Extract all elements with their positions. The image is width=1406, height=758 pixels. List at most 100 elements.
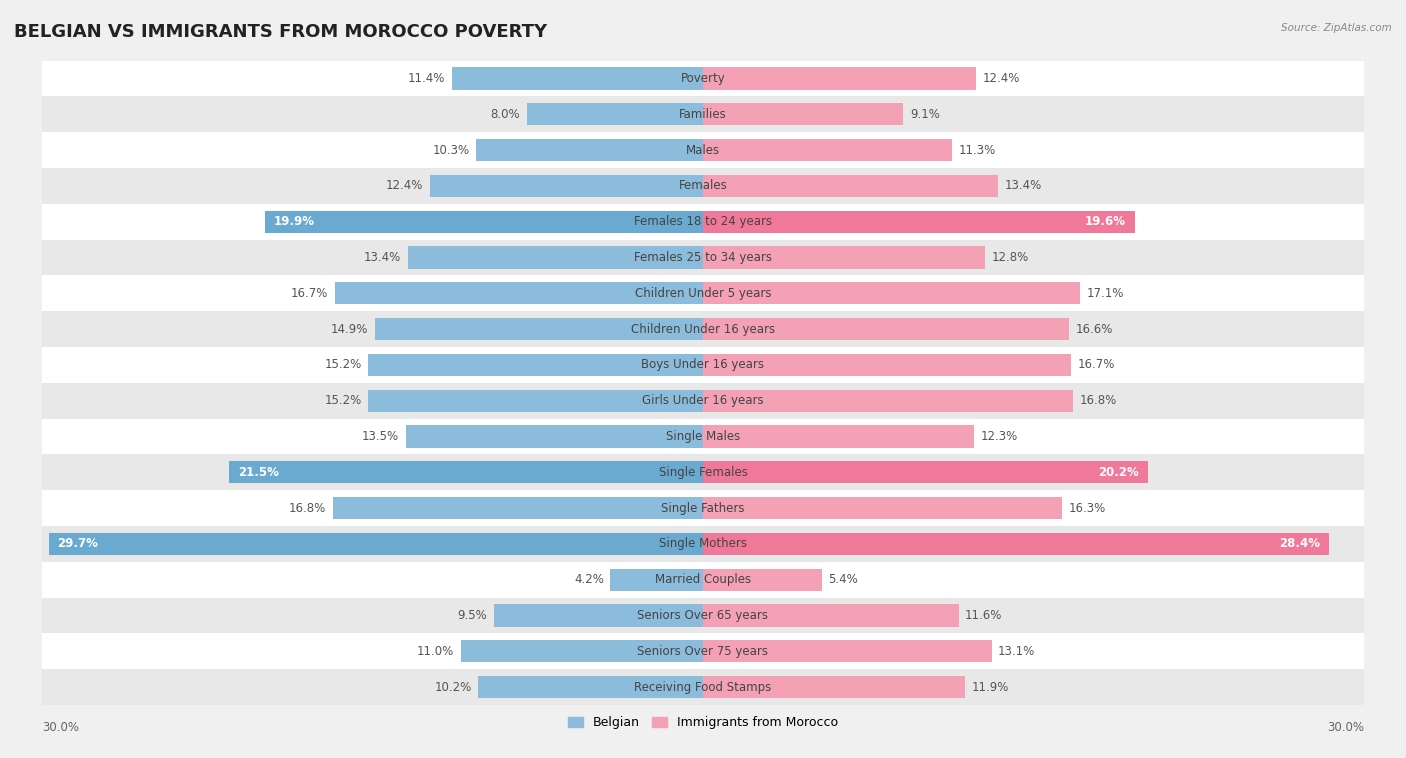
Text: 16.7%: 16.7%: [1077, 359, 1115, 371]
Text: Single Mothers: Single Mothers: [659, 537, 747, 550]
Bar: [42, 275, 1364, 312]
Text: 16.7%: 16.7%: [291, 287, 329, 300]
Text: Source: ZipAtlas.com: Source: ZipAtlas.com: [1281, 23, 1392, 33]
Text: 12.3%: 12.3%: [980, 430, 1018, 443]
Text: 11.9%: 11.9%: [972, 681, 1010, 694]
Text: 16.6%: 16.6%: [1076, 323, 1112, 336]
Text: 11.6%: 11.6%: [965, 609, 1002, 622]
Text: Families: Families: [679, 108, 727, 121]
Text: 17.1%: 17.1%: [1087, 287, 1123, 300]
Bar: [703, 568, 823, 590]
Text: 4.2%: 4.2%: [574, 573, 603, 586]
Bar: [703, 533, 1329, 555]
Bar: [408, 246, 703, 268]
Text: 8.0%: 8.0%: [491, 108, 520, 121]
Text: 13.1%: 13.1%: [998, 645, 1035, 658]
Bar: [229, 461, 703, 484]
Bar: [42, 454, 1364, 490]
Bar: [42, 526, 1364, 562]
Text: 29.7%: 29.7%: [58, 537, 98, 550]
Bar: [405, 425, 703, 447]
Bar: [335, 282, 703, 305]
Text: 13.4%: 13.4%: [364, 251, 401, 264]
Bar: [49, 533, 703, 555]
Bar: [703, 354, 1071, 376]
Text: BELGIAN VS IMMIGRANTS FROM MOROCCO POVERTY: BELGIAN VS IMMIGRANTS FROM MOROCCO POVER…: [14, 23, 547, 41]
Bar: [42, 383, 1364, 418]
Bar: [42, 240, 1364, 275]
Text: 5.4%: 5.4%: [828, 573, 858, 586]
Text: 11.4%: 11.4%: [408, 72, 446, 85]
Text: 16.8%: 16.8%: [1080, 394, 1116, 407]
Text: 19.6%: 19.6%: [1085, 215, 1126, 228]
Text: Females 25 to 34 years: Females 25 to 34 years: [634, 251, 772, 264]
Text: 9.1%: 9.1%: [910, 108, 941, 121]
Text: 10.3%: 10.3%: [433, 143, 470, 157]
Bar: [264, 211, 703, 233]
Bar: [703, 318, 1069, 340]
Text: Children Under 5 years: Children Under 5 years: [634, 287, 772, 300]
Bar: [42, 312, 1364, 347]
Text: Girls Under 16 years: Girls Under 16 years: [643, 394, 763, 407]
Bar: [368, 354, 703, 376]
Text: Boys Under 16 years: Boys Under 16 years: [641, 359, 765, 371]
Bar: [703, 67, 976, 89]
Text: 16.8%: 16.8%: [290, 502, 326, 515]
Text: Children Under 16 years: Children Under 16 years: [631, 323, 775, 336]
Text: Seniors Over 75 years: Seniors Over 75 years: [637, 645, 769, 658]
Text: 30.0%: 30.0%: [42, 721, 79, 734]
Legend: Belgian, Immigrants from Morocco: Belgian, Immigrants from Morocco: [562, 711, 844, 735]
Bar: [42, 204, 1364, 240]
Text: 28.4%: 28.4%: [1279, 537, 1320, 550]
Text: 20.2%: 20.2%: [1098, 465, 1139, 479]
Bar: [703, 139, 952, 161]
Text: 12.8%: 12.8%: [991, 251, 1029, 264]
Bar: [703, 497, 1062, 519]
Bar: [451, 67, 703, 89]
Bar: [610, 568, 703, 590]
Bar: [42, 634, 1364, 669]
Text: 21.5%: 21.5%: [238, 465, 280, 479]
Text: 12.4%: 12.4%: [385, 180, 423, 193]
Text: 12.4%: 12.4%: [983, 72, 1021, 85]
Bar: [42, 96, 1364, 132]
Text: Receiving Food Stamps: Receiving Food Stamps: [634, 681, 772, 694]
Text: 11.0%: 11.0%: [416, 645, 454, 658]
Text: Females 18 to 24 years: Females 18 to 24 years: [634, 215, 772, 228]
Text: Seniors Over 65 years: Seniors Over 65 years: [637, 609, 769, 622]
Text: 15.2%: 15.2%: [325, 359, 361, 371]
Text: Females: Females: [679, 180, 727, 193]
Bar: [703, 211, 1135, 233]
Bar: [42, 61, 1364, 96]
Bar: [703, 641, 991, 662]
Bar: [42, 347, 1364, 383]
Bar: [477, 139, 703, 161]
Bar: [703, 246, 986, 268]
Bar: [42, 168, 1364, 204]
Text: Single Males: Single Males: [666, 430, 740, 443]
Bar: [42, 490, 1364, 526]
Bar: [703, 604, 959, 627]
Text: 14.9%: 14.9%: [330, 323, 368, 336]
Bar: [703, 425, 974, 447]
Text: Single Females: Single Females: [658, 465, 748, 479]
Bar: [703, 461, 1147, 484]
Bar: [430, 175, 703, 197]
Bar: [703, 390, 1073, 412]
Text: 13.4%: 13.4%: [1005, 180, 1042, 193]
Text: 16.3%: 16.3%: [1069, 502, 1107, 515]
Text: 11.3%: 11.3%: [959, 143, 995, 157]
Text: Married Couples: Married Couples: [655, 573, 751, 586]
Text: 10.2%: 10.2%: [434, 681, 471, 694]
Bar: [461, 641, 703, 662]
Bar: [333, 497, 703, 519]
Text: 19.9%: 19.9%: [273, 215, 315, 228]
Text: 13.5%: 13.5%: [361, 430, 399, 443]
Bar: [42, 418, 1364, 454]
Bar: [375, 318, 703, 340]
Bar: [703, 175, 998, 197]
Text: Single Fathers: Single Fathers: [661, 502, 745, 515]
Text: Poverty: Poverty: [681, 72, 725, 85]
Bar: [494, 604, 703, 627]
Bar: [703, 282, 1080, 305]
